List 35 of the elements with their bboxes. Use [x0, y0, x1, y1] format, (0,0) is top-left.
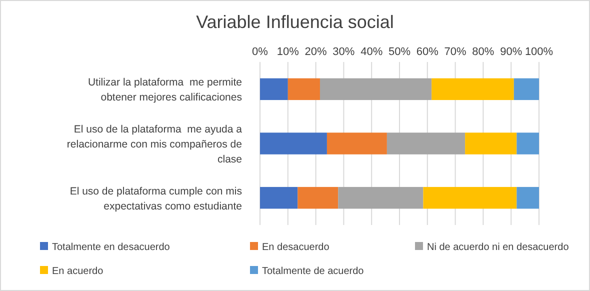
x-tick-label: 20%	[304, 46, 328, 58]
bar	[260, 78, 288, 100]
x-tick-label: 0%	[252, 46, 268, 58]
bar	[432, 78, 514, 100]
x-tick-label: 60%	[416, 46, 439, 58]
x-tick-label: 40%	[360, 46, 383, 58]
y-tick-label: El uso de la plataforma me ayuda a relacionarme con mis compañeros de clase	[66, 124, 242, 166]
chart-title: Variable Influencia social	[196, 12, 394, 32]
x-tick-label: 70%	[444, 46, 467, 58]
y-tick-label: Utilizar la plataforma me permite obtener mejores calificaciones	[88, 76, 242, 104]
x-tick-label: 90%	[500, 46, 522, 58]
bar	[423, 186, 517, 209]
bar	[320, 78, 432, 100]
bar	[288, 78, 320, 100]
legend-label: Totalmente en desacuerdo	[52, 242, 170, 253]
bar	[338, 186, 424, 209]
bar	[260, 186, 298, 209]
legend-label: En desacuerdo	[262, 242, 330, 253]
legend-label: En acuerdo	[52, 266, 104, 277]
legend-label: Totalmente de acuerdo	[262, 266, 364, 277]
bar	[516, 132, 539, 154]
bar	[516, 186, 539, 209]
bar	[465, 132, 517, 154]
x-tick-label: 80%	[472, 46, 494, 58]
bar	[298, 186, 338, 209]
bar	[514, 78, 539, 100]
x-tick-label: 30%	[332, 46, 355, 58]
y-tick-label: El uso de plataforma cumple con mis expectativas como estudiante	[70, 185, 242, 212]
bar	[386, 132, 466, 154]
bar	[326, 132, 387, 154]
x-tick-label: 100%	[524, 46, 554, 58]
legend-label: Ni de acuerdo ni en desacuerdo	[427, 242, 570, 253]
bar	[260, 132, 327, 154]
x-tick-label: 10%	[276, 46, 300, 58]
x-tick-label: 50%	[388, 46, 411, 58]
